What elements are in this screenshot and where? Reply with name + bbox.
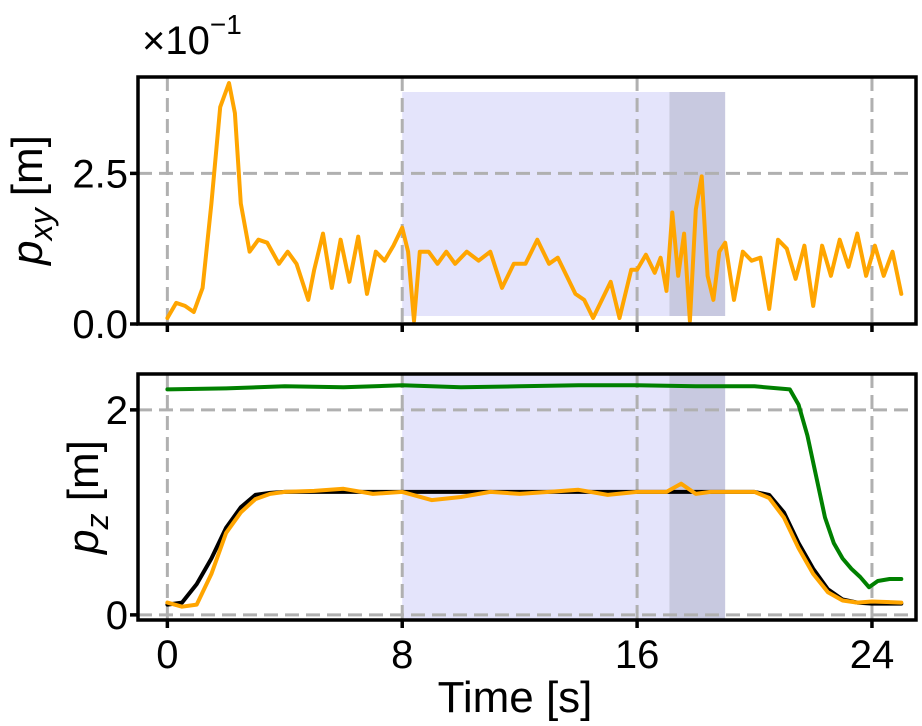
x-axis-label: Time [s] bbox=[438, 673, 593, 722]
series-line-1 bbox=[165, 383, 904, 590]
series-line-3 bbox=[165, 481, 904, 609]
y-tick-label: 2 bbox=[106, 389, 128, 433]
y-axis-label: pz [m] bbox=[59, 440, 115, 556]
x-tick-label: 8 bbox=[391, 633, 413, 677]
x-tick-label: 24 bbox=[850, 633, 895, 677]
shaded-region-2 bbox=[669, 374, 726, 620]
shaded-region-1 bbox=[402, 92, 670, 316]
y-tick-label: 0.0 bbox=[72, 303, 128, 347]
y-tick-label: 0 bbox=[106, 594, 128, 638]
plot-frame bbox=[136, 372, 918, 622]
y-axis-multiplier: ×10−1 bbox=[142, 9, 242, 63]
series-line-1 bbox=[165, 81, 904, 323]
panel-1: 0.0 2.5 pxy [m] ×10−1 bbox=[3, 9, 918, 347]
x-tick-label: 0 bbox=[156, 633, 178, 677]
y-axis-label: pxy [m] bbox=[3, 135, 59, 267]
x-tick-label: 16 bbox=[615, 633, 660, 677]
panel-2: 0 2 0 8 16 24 Time [s] pz [m] bbox=[59, 372, 918, 722]
y-tick-label: 2.5 bbox=[72, 152, 128, 196]
plot-frame bbox=[136, 75, 918, 326]
